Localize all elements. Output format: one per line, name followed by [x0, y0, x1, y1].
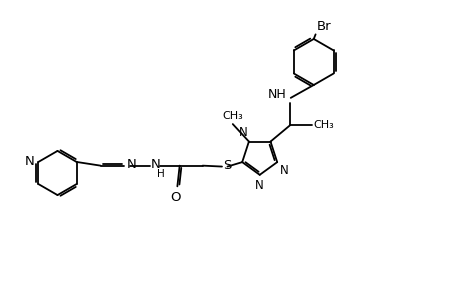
Text: CH₃: CH₃ — [222, 111, 243, 121]
Text: S: S — [223, 159, 231, 172]
Text: N: N — [239, 126, 247, 139]
Text: H: H — [157, 169, 164, 179]
Text: N: N — [25, 154, 34, 167]
Text: N: N — [151, 158, 161, 171]
Text: Br: Br — [316, 20, 330, 34]
Text: O: O — [170, 191, 181, 204]
Text: N: N — [255, 179, 263, 192]
Text: N: N — [126, 158, 136, 171]
Text: N: N — [280, 164, 288, 177]
Text: CH₃: CH₃ — [313, 121, 334, 130]
Text: NH: NH — [267, 88, 286, 100]
